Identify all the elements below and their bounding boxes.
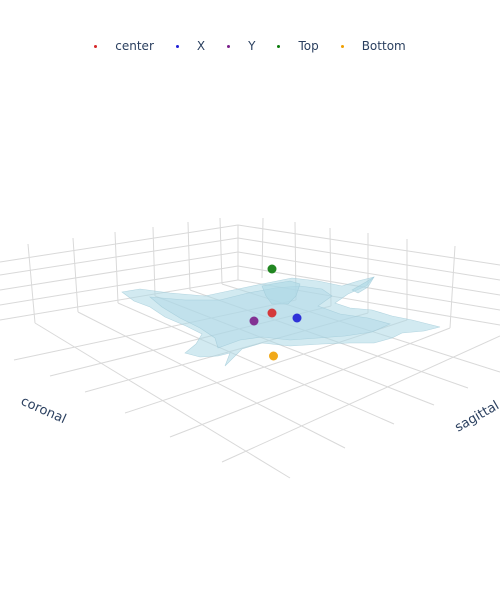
- grid-line: [117, 302, 395, 425]
- legend-label-center: center: [115, 39, 154, 53]
- mesh-ridge: [261, 280, 301, 305]
- grid-line: [237, 265, 500, 311]
- grid-line: [27, 243, 36, 324]
- grid-line: [72, 237, 79, 313]
- grid-line: [237, 224, 500, 266]
- grid-line: [237, 237, 500, 281]
- point-bottom[interactable]: [269, 351, 278, 361]
- legend-item-x[interactable]: X: [175, 39, 206, 53]
- grid-line: [187, 221, 191, 291]
- mesh-outer: [121, 276, 441, 367]
- grid-line: [0, 237, 239, 276]
- grid-line: [0, 265, 239, 306]
- legend-marker-center: [94, 44, 98, 48]
- grid-lines: [0, 217, 500, 479]
- grid-line: [0, 279, 239, 321]
- point-y[interactable]: [249, 316, 259, 326]
- legend: center X Y Top Bottom: [0, 37, 500, 55]
- grid-line: [114, 231, 119, 304]
- grid-line: [221, 335, 500, 463]
- grid-line: [0, 224, 239, 263]
- legend-item-top[interactable]: Top: [277, 39, 319, 53]
- grid-line: [77, 311, 346, 449]
- grid-line: [219, 217, 223, 285]
- legend-label-bottom: Bottom: [361, 39, 406, 53]
- grid-line: [0, 251, 239, 291]
- legend-item-y[interactable]: Y: [227, 39, 255, 53]
- grid-line: [261, 217, 264, 279]
- legend-marker-top: [277, 44, 281, 48]
- legend-item-center[interactable]: center: [94, 39, 154, 53]
- point-x[interactable]: [292, 313, 302, 323]
- grid-line: [152, 226, 156, 297]
- x-axis-title: coronal: [18, 394, 68, 427]
- mesh-surface: [121, 276, 441, 367]
- legend-label-y: Y: [248, 39, 256, 53]
- legend-marker-x: [175, 44, 179, 48]
- legend-label-top: Top: [298, 39, 319, 53]
- legend-marker-bottom: [340, 44, 344, 48]
- grid-line: [237, 251, 500, 296]
- legend-marker-y: [227, 44, 231, 48]
- y-axis-title: sagittal: [453, 398, 500, 435]
- legend-label-x: X: [196, 39, 206, 53]
- point-center[interactable]: [267, 308, 277, 318]
- grid-line: [169, 327, 451, 438]
- mesh-spur: [351, 276, 375, 294]
- point-top[interactable]: [267, 264, 277, 274]
- axis-titles: coronal sagittal: [18, 394, 500, 436]
- legend-item-bottom[interactable]: Bottom: [340, 39, 406, 53]
- data-points[interactable]: [249, 264, 302, 361]
